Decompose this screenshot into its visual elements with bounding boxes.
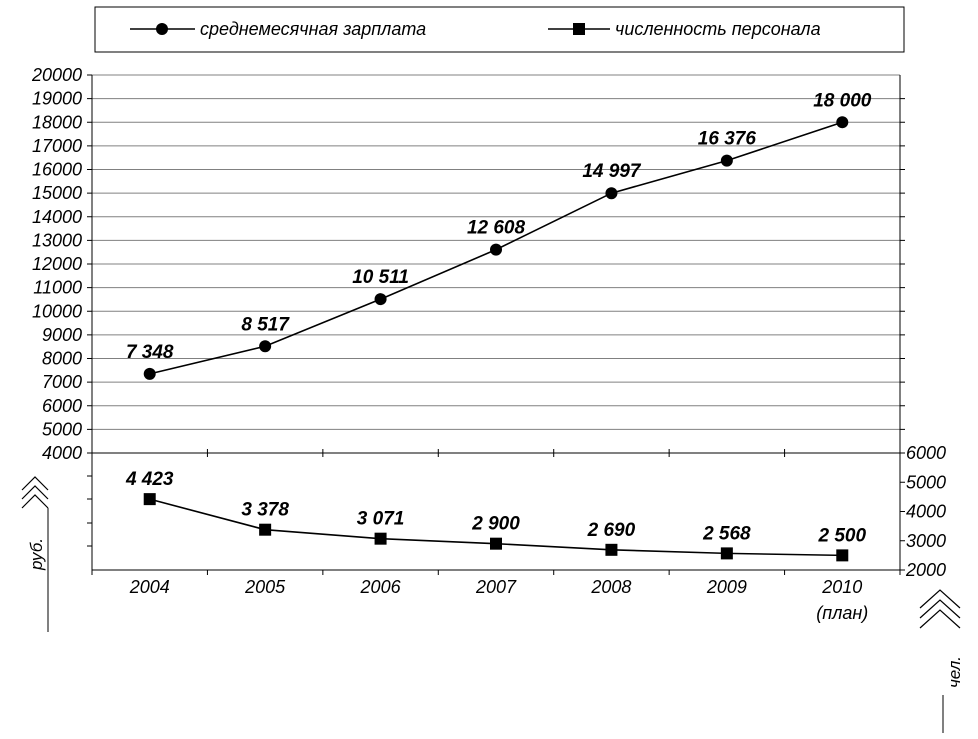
left-tick-label: 6000 <box>42 396 82 416</box>
right-unit-indicator: чел. <box>919 589 964 733</box>
left-tick-label: 15000 <box>32 183 82 203</box>
data-point <box>374 532 387 545</box>
data-point <box>490 243 502 256</box>
data-point <box>374 293 387 306</box>
data-point <box>143 367 156 380</box>
legend-box <box>94 6 905 53</box>
data-point <box>605 543 618 556</box>
legend-label-salary: среднемесячная зарплата <box>200 19 426 39</box>
data-label: 2 900 <box>471 514 520 535</box>
left-tick-label: 8000 <box>42 349 82 369</box>
legend-label-staff: численность персонала <box>615 19 821 39</box>
data-point <box>720 154 733 167</box>
category-label: 2006 <box>360 577 402 597</box>
series-staff: 4 423 3 378 3 071 2 900 2 690 2 568 2 500 <box>125 469 867 562</box>
category-label: 2009 <box>706 577 747 597</box>
data-label: 2 568 <box>702 523 751 544</box>
data-label: 8 517 <box>241 314 290 335</box>
chevron-up-icon <box>21 494 49 509</box>
chevron-up-icon <box>21 476 49 491</box>
left-tick-label: 17000 <box>32 136 82 156</box>
circle-marker-icon <box>156 23 168 35</box>
legend-entry-salary: среднемесячная зарплата <box>130 19 426 39</box>
data-point <box>836 116 849 129</box>
chevron-up-icon <box>21 485 49 500</box>
legend-entry-staff: численность персонала <box>548 19 821 39</box>
data-point <box>836 549 849 562</box>
left-tick-label: 20000 <box>31 65 82 85</box>
data-point <box>259 340 272 353</box>
right-tick-label: 4000 <box>906 502 946 522</box>
category-label: 2008 <box>590 577 631 597</box>
data-label: 10 511 <box>352 267 409 288</box>
data-label: 18 000 <box>813 90 872 111</box>
right-tick-label: 3000 <box>906 531 946 551</box>
left-axis-unit: руб. <box>27 538 46 571</box>
left-tick-label: 18000 <box>32 112 82 132</box>
data-point <box>259 523 272 536</box>
data-point <box>720 547 733 560</box>
square-marker-icon <box>573 23 585 35</box>
data-label: 2 500 <box>818 525 867 546</box>
right-tick-label: 6000 <box>906 443 946 463</box>
legend: среднемесячная зарплата численность перс… <box>94 6 905 53</box>
data-label: 3 378 <box>241 500 289 521</box>
data-label: 3 071 <box>357 509 405 530</box>
left-tick-label: 7000 <box>42 372 82 392</box>
right-axis-ticks: 6000 5000 4000 3000 2000 <box>900 443 946 580</box>
left-tick-label: 13000 <box>32 230 82 250</box>
series: 7 348 8 517 10 511 12 608 14 997 16 376 18 000… <box>125 90 872 562</box>
chevron-up-icon <box>919 599 961 619</box>
category-label: 2005 <box>244 577 286 597</box>
chevron-up-icon <box>919 589 961 609</box>
category-sublabel: (план) <box>816 603 868 623</box>
right-axis-unit: чел. <box>945 656 964 688</box>
left-tick-label: 10000 <box>32 301 82 321</box>
data-point <box>143 493 156 506</box>
left-tick-label: 16000 <box>32 160 82 180</box>
right-tick-label: 5000 <box>906 472 946 492</box>
data-label: 2 690 <box>587 520 636 541</box>
data-label: 12 608 <box>467 218 526 239</box>
left-tick-label: 14000 <box>32 207 82 227</box>
data-label: 16 376 <box>698 129 757 150</box>
data-point <box>605 187 618 200</box>
category-labels: 2004 2005 2006 2007 2008 2009 2010 (план) <box>129 577 869 623</box>
data-label: 14 997 <box>582 161 642 182</box>
left-tick-label: 11000 <box>33 278 82 298</box>
left-tick-label: 4000 <box>42 443 82 463</box>
category-label: 2010 <box>821 577 862 597</box>
category-label: 2004 <box>129 577 170 597</box>
series-salary: 7 348 8 517 10 511 12 608 14 997 16 376 18 000 <box>126 90 872 380</box>
data-label: 7 348 <box>126 342 174 363</box>
left-tick-label: 19000 <box>32 89 82 109</box>
data-point <box>490 537 502 550</box>
left-tick-label: 9000 <box>42 325 82 345</box>
chevron-up-icon <box>919 609 961 629</box>
left-unit-indicator: руб. <box>21 476 49 632</box>
plot-frame <box>87 75 905 575</box>
left-axis-ticks: 20000 19000 18000 17000 16000 15000 14000 13000… <box>31 65 92 463</box>
left-tick-label: 12000 <box>32 254 82 274</box>
gridlines <box>92 74 900 454</box>
data-label: 4 423 <box>125 469 174 490</box>
right-tick-label: 2000 <box>905 560 946 580</box>
category-label: 2007 <box>475 577 517 597</box>
left-tick-label: 5000 <box>42 419 82 439</box>
